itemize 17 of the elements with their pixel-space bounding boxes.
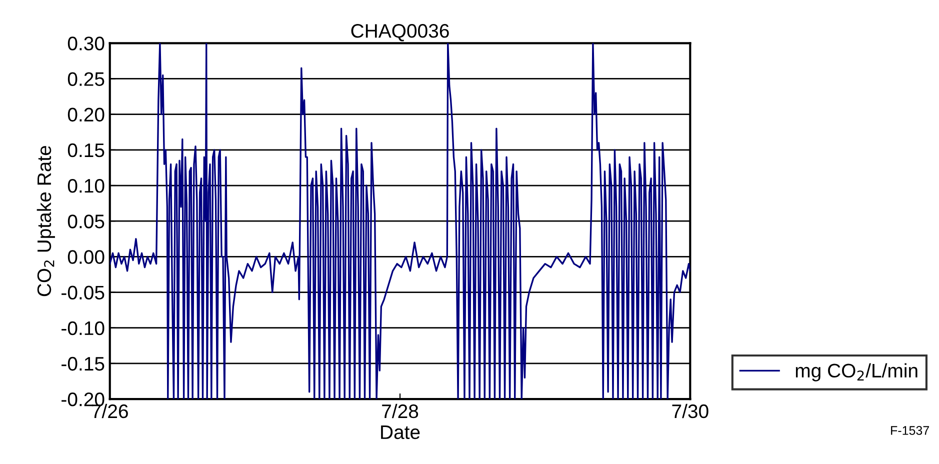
text: F-1537 <box>891 426 929 435</box>
y-axis-title: CO$_{2}$ Uptake Rate <box>36 146 55 296</box>
y-tick-label: 0.15 <box>68 143 104 158</box>
y-tick-label: 0.10 <box>68 178 104 193</box>
y-tick-label: -0.10 <box>62 321 104 336</box>
legend-label: mg CO$_{2}$/L/min <box>796 363 918 382</box>
y-tick-label: 0.05 <box>68 214 104 228</box>
x-tick-label: 7/30 <box>672 404 708 418</box>
y-tick-label: 0.20 <box>68 108 104 122</box>
y-tick-label: 0.00 <box>68 250 104 264</box>
x-tick-label: 7/28 <box>382 404 418 418</box>
x-axis-title: Date <box>381 426 420 440</box>
y-tick-label: -0.15 <box>62 356 104 371</box>
chart-title: CHAQ0036 <box>351 24 449 42</box>
y-tick-label: -0.05 <box>62 286 104 300</box>
y-tick-label: 0.25 <box>68 72 104 86</box>
y-tick-label: 0.30 <box>68 36 104 50</box>
